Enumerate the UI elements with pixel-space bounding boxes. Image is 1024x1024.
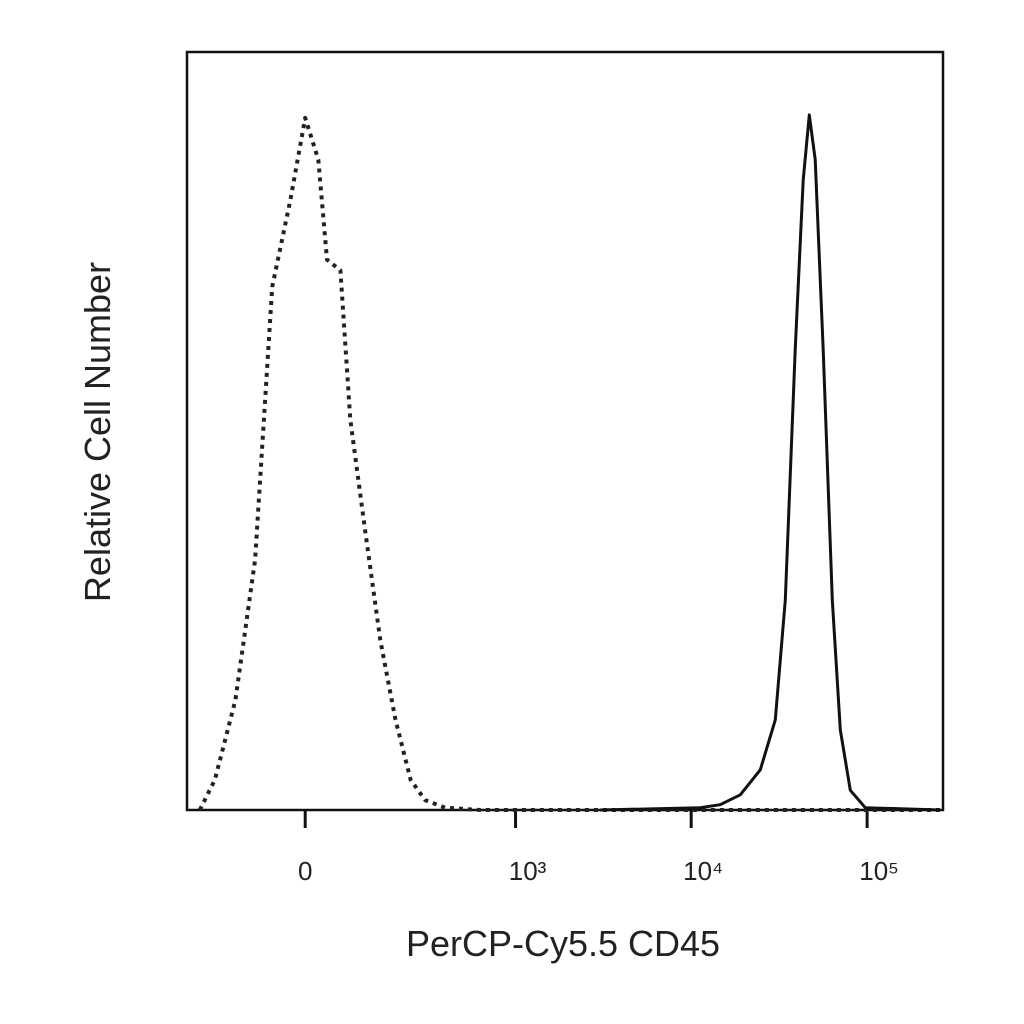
- x-tick-label: 10⁴: [683, 856, 723, 886]
- y-axis-label: Relative Cell Number: [77, 262, 118, 602]
- x-tick-label: 10³: [509, 856, 547, 886]
- x-axis-label: PerCP-Cy5.5 CD45: [406, 923, 720, 964]
- plot-frame: [185, 50, 945, 812]
- x-tick-label: 0: [298, 856, 312, 886]
- histogram-line: [198, 115, 941, 812]
- histogram-line: [600, 113, 941, 812]
- x-tick-label: 10⁵: [859, 856, 899, 886]
